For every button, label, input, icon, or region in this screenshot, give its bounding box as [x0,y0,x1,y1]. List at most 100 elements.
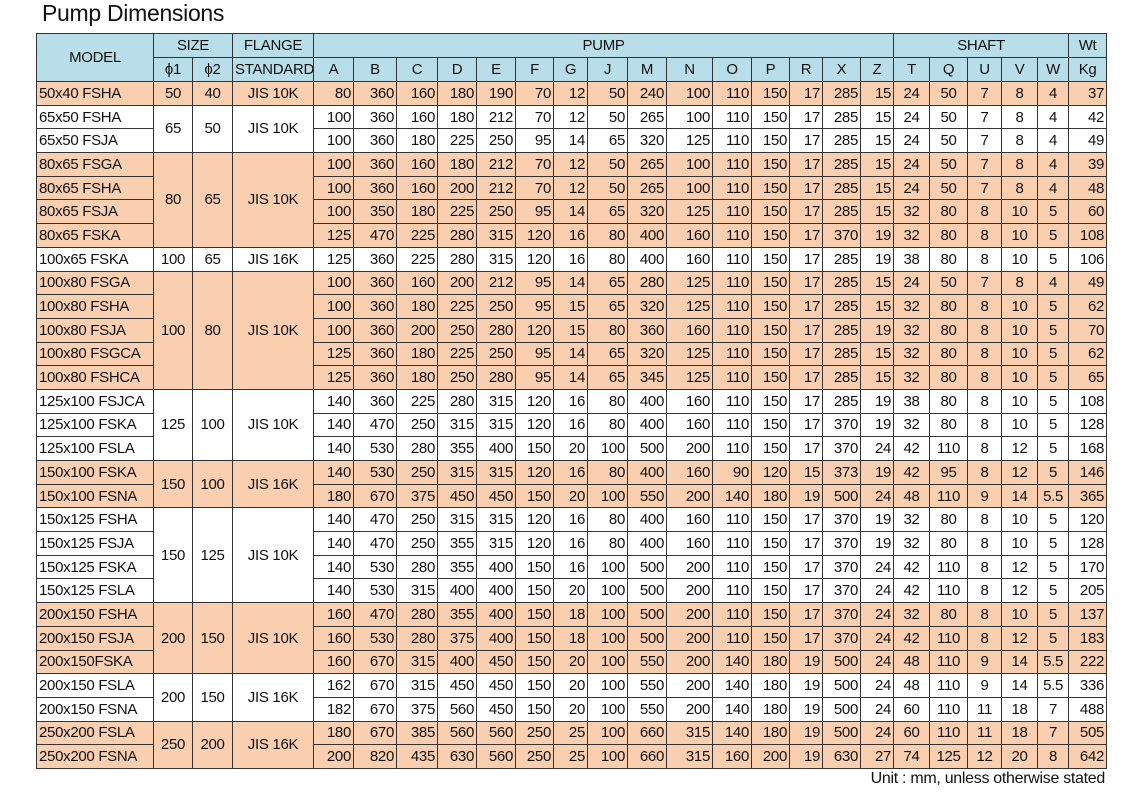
value-cell: 17 [789,317,824,343]
value-cell: 8 [1001,128,1039,154]
value-cell: 42 [893,578,931,604]
value-cell: 80 [313,81,355,106]
value-cell: 5 [1037,412,1070,438]
value-cell: 180 [396,341,439,367]
value-cell: 160 [313,649,355,675]
value-cell: 180 [396,199,439,225]
value-cell: 19 [789,649,824,675]
value-cell: 360 [353,81,398,106]
data-row: 150x125 FSHA 150 125 JIS 10K 140 470 250 315 315… [36,507,1108,604]
value-cell: 110 [712,81,753,106]
value-cell: 530 [353,460,398,485]
value-cell: 80 [587,246,629,272]
value-cell: 550 [627,649,668,675]
value-cell: 500 [822,720,862,746]
value-cell: 17 [789,152,824,177]
value-cell: 355 [437,602,478,627]
value-cell: 100 [587,578,629,604]
value-cell: 160 [396,270,439,296]
column-header: STANDARD [232,57,315,82]
value-cell: 8 [1001,270,1039,296]
size1-cell: 200 [153,602,193,675]
value-cell: 16 [553,246,589,272]
data-row: 65x50 FSHA 65 50 JIS 10K 100 360 160 180 212 70 12… [36,104,1108,154]
value-cell: 20 [553,649,589,675]
value-cell: 10 [1001,199,1039,225]
value-cell: 60 [1068,199,1108,225]
size2-cell: 65 [191,152,234,248]
model-cell: 80x65 FSKA [36,223,154,248]
value-cell: 250 [396,460,439,485]
size1-cell: 200 [153,673,193,722]
value-cell: 400 [437,578,478,604]
value-cell: 5 [1037,602,1070,627]
value-cell: 140 [313,507,355,533]
value-cell: 450 [437,673,478,698]
value-cell: 14 [553,341,589,367]
value-cell: 360 [353,341,398,367]
value-cell: 15 [860,365,895,390]
value-cell: 80 [587,223,629,248]
value-cell: 8 [1001,81,1039,106]
model-cell: 80x65 FSJA [36,199,154,225]
value-cell: 19 [860,507,895,533]
value-cell: 180 [396,294,439,319]
value-cell: 10 [1001,531,1039,556]
value-cell: 100 [587,625,629,651]
value-cell: 110 [712,270,753,296]
value-cell: 100 [587,649,629,675]
value-cell: 160 [396,152,439,177]
value-cell: 70 [515,81,555,106]
value-cell: 24 [860,602,895,627]
value-cell: 74 [893,744,931,769]
value-cell: 370 [822,625,862,651]
model-cell: 80x65 FSHA [36,175,154,201]
value-cell: 62 [1068,294,1108,319]
value-cell: 38 [893,246,931,272]
value-cell: 62 [1068,341,1108,367]
value-cell: 160 [666,223,714,248]
value-cell: 100 [587,744,629,769]
value-cell: 15 [553,317,589,343]
value-cell: 560 [437,720,478,746]
value-cell: 370 [822,554,862,580]
size1-cell: 150 [153,459,193,509]
value-cell: 12 [553,152,589,177]
value-cell: 8 [967,412,1003,438]
value-cell: 470 [353,223,398,248]
value-cell: 24 [893,104,931,130]
value-cell: 250 [476,128,517,154]
value-cell: 360 [353,246,398,272]
value-cell: 4 [1037,104,1070,130]
value-cell: 42 [893,460,931,485]
flange-cell: JIS 10K [232,81,315,106]
value-cell: 38 [893,388,931,414]
value-cell: 200 [666,649,714,675]
value-cell: 15 [860,175,895,201]
value-cell: 285 [822,388,862,414]
column-header: U [967,57,1003,82]
value-cell: 370 [822,436,862,461]
value-cell: 180 [313,720,355,746]
value-cell: 24 [860,578,895,604]
value-cell: 16 [553,460,589,485]
value-cell: 150 [751,436,791,461]
value-cell: 550 [627,696,668,722]
value-cell: 200 [437,175,478,201]
value-cell: 8 [967,625,1003,651]
value-cell: 110 [712,578,753,604]
value-cell: 20 [553,696,589,722]
value-cell: 360 [353,317,398,343]
value-cell: 32 [893,317,931,343]
value-cell: 225 [437,128,478,154]
column-header: G [553,57,589,82]
value-cell: 560 [476,720,517,746]
data-row: 150x100 FSKA 150 100 JIS 16K 140 530 250 315 315… [36,459,1108,509]
value-cell: 280 [396,625,439,651]
value-cell: 212 [476,270,517,296]
value-cell: 4 [1037,270,1070,296]
value-cell: 370 [822,531,862,556]
value-cell: 50 [929,270,969,296]
value-cell: 110 [929,649,969,675]
